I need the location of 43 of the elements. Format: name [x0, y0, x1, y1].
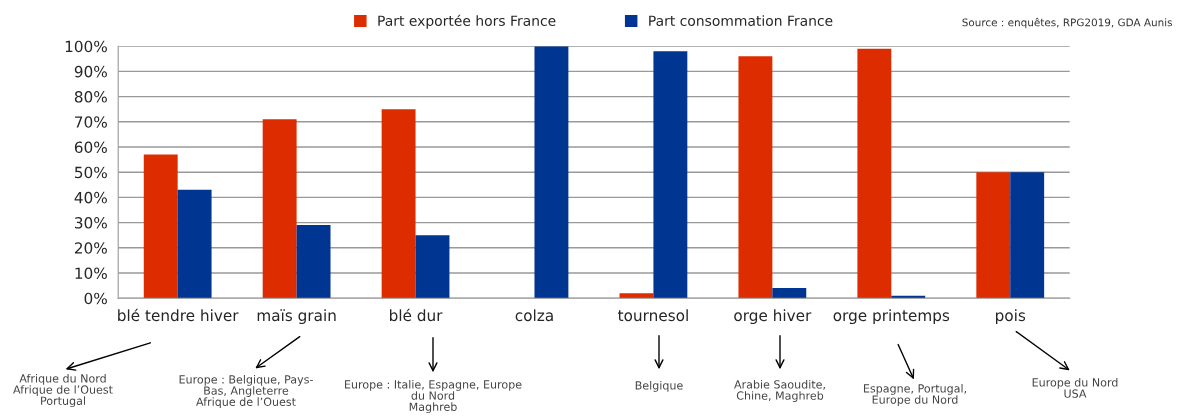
bar — [619, 293, 654, 299]
x-tick-label: orge hiver — [734, 309, 812, 325]
bar — [143, 154, 178, 299]
x-tick-label: blé dur — [390, 308, 443, 322]
x-tick-label: pois — [996, 309, 1026, 325]
y-tick-label: 100% — [65, 40, 107, 53]
bar — [296, 225, 331, 299]
bar — [262, 119, 297, 299]
source-note: Source : enquêtes, RPG2019, GDA Aunis — [962, 17, 1173, 29]
bar — [772, 288, 807, 299]
bar — [976, 172, 1011, 299]
text: Espagne, Portugal, Europe du Nord — [863, 384, 967, 406]
y-tick-label: 0% — [84, 292, 107, 305]
x-tick-label: colza — [515, 309, 553, 322]
text: Europe : Belgique, Pays- Bas, Angleterre Afrique de l’Ouest — [179, 375, 313, 409]
text: Belgique — [635, 381, 683, 392]
y-tick-label: 60% — [74, 141, 107, 154]
bar — [653, 51, 688, 299]
bar — [415, 235, 450, 299]
text: Europe : Italie, Espagne, Europe du Nord Maghreb — [345, 380, 522, 414]
text: Afrique du Nord Afrique de l’Ouest Portugal — [13, 374, 113, 408]
legend-label: Part exportée hors France — [378, 14, 556, 29]
bar — [1010, 172, 1045, 299]
bar — [381, 109, 416, 299]
legend-label: Part consommation France — [649, 15, 833, 26]
x-tick-label: blé tendre hiver — [118, 308, 239, 322]
x-tick-label: orge printemps — [833, 309, 950, 325]
y-tick-label: 20% — [74, 242, 107, 254]
text: Arabie Saoudite, Chine, Maghreb — [734, 380, 825, 402]
bar — [534, 46, 569, 299]
x-tick-label: tournesol — [618, 309, 688, 322]
bar — [738, 56, 773, 299]
y-tick-label: 80% — [74, 91, 107, 103]
y-tick-label: 10% — [75, 267, 107, 280]
bar — [857, 48, 892, 299]
y-tick-label: 70% — [75, 116, 107, 128]
bar — [177, 189, 212, 299]
y-tick-label: 40% — [74, 191, 107, 204]
y-tick-label: 30% — [74, 217, 107, 229]
y-tick-label: 50% — [75, 166, 107, 179]
text: Europe du Nord USA — [1032, 378, 1118, 398]
x-tick-label: maïs grain — [257, 309, 336, 325]
y-tick-label: 90% — [74, 65, 107, 78]
